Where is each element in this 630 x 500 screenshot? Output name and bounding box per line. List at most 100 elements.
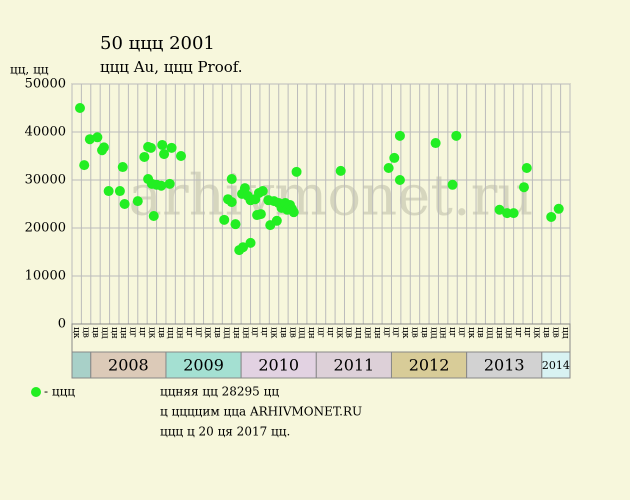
x-tick-label: цц <box>99 327 109 339</box>
point <box>175 151 186 161</box>
x-tick-label: цв <box>541 327 551 338</box>
year-cell <box>71 351 92 379</box>
x-tick-label: цн <box>240 327 250 339</box>
year-label: 2013 <box>484 356 525 375</box>
point <box>119 199 130 209</box>
point <box>159 149 170 160</box>
point <box>74 103 85 113</box>
point <box>389 152 400 163</box>
point <box>103 186 114 197</box>
x-tick-label: цв <box>81 327 91 338</box>
year-cell <box>466 351 543 379</box>
x-tick-label: цц <box>428 327 438 339</box>
point <box>394 175 405 185</box>
x-tick-label: цк <box>334 327 344 339</box>
point <box>288 207 299 218</box>
x-tick-label: цн <box>109 327 119 339</box>
x-tick-label: цв <box>212 327 222 338</box>
year-label: 2011 <box>334 356 375 375</box>
x-tick-label: цн <box>118 327 128 339</box>
chart-title: 50 ццц 2001 <box>100 33 215 54</box>
note: ццняя цц 28295 цц <box>160 385 279 399</box>
chart-subtitle: ццц Au, ццц Proof. <box>100 58 243 76</box>
y-tick-label: 0 <box>58 317 66 332</box>
x-tick-label: цг <box>513 327 523 338</box>
watermark: arhivmonet.ru <box>129 164 534 229</box>
month-row <box>71 323 571 353</box>
x-tick-label: цц <box>485 327 495 339</box>
point <box>156 180 167 191</box>
x-tick-label: цн <box>231 327 241 339</box>
note: ццц ц 20 ця 2017 цц. <box>160 425 290 439</box>
point <box>291 166 302 177</box>
point <box>271 215 282 226</box>
x-tick-label: цв <box>156 327 166 338</box>
x-tick-label: цг <box>391 327 401 338</box>
point <box>98 142 109 153</box>
x-tick-label: цг <box>456 327 466 338</box>
point <box>447 179 458 190</box>
note: ц ццццим цца ARHIVMONET.RU <box>160 405 362 419</box>
x-tick-label: цг <box>522 327 532 338</box>
y-tick-label: 20000 <box>25 221 66 236</box>
x-tick-label: цг <box>447 327 457 338</box>
x-tick-label: цн <box>438 327 448 339</box>
point <box>219 214 230 225</box>
x-tick-label: цв <box>409 327 419 338</box>
x-tick-label: цц <box>165 327 175 339</box>
point <box>157 139 168 150</box>
point <box>335 165 346 176</box>
y-tick-label: 10000 <box>25 269 66 284</box>
x-tick-label: цн <box>306 327 316 339</box>
x-tick-label: цц <box>222 327 232 339</box>
x-tick-label: цв <box>344 327 354 338</box>
year-cell <box>90 351 167 379</box>
point <box>257 186 268 197</box>
point <box>114 186 125 197</box>
point <box>546 211 557 222</box>
x-tick-label: цк <box>146 327 156 339</box>
point <box>383 163 394 173</box>
year-label: 2014 <box>542 359 570 372</box>
y-tick-label: 50000 <box>25 77 66 92</box>
x-tick-label: цк <box>466 327 476 339</box>
x-tick-label: цк <box>400 327 410 339</box>
point <box>166 142 177 153</box>
point <box>521 163 532 173</box>
point <box>508 208 519 219</box>
year-label: 2009 <box>183 356 224 375</box>
x-tick-label: цг <box>128 327 138 338</box>
x-tick-label: цг <box>137 327 147 338</box>
x-tick-label: цг <box>184 327 194 338</box>
x-tick-label: цг <box>250 327 260 338</box>
x-tick-label: цк <box>532 327 542 339</box>
point <box>518 182 529 193</box>
point <box>79 160 90 171</box>
x-tick-label: цв <box>419 327 429 338</box>
point <box>92 132 103 143</box>
legend-marker <box>31 387 41 397</box>
year-cell <box>390 351 468 379</box>
point <box>553 203 564 214</box>
x-tick-label: цг <box>325 327 335 338</box>
point <box>238 242 249 253</box>
year-cell <box>315 351 392 379</box>
x-tick-label: цц <box>560 327 570 339</box>
x-tick-label: цн <box>362 327 372 339</box>
x-tick-label: цк <box>269 327 279 339</box>
year-cell <box>240 351 317 379</box>
x-tick-label: цг <box>193 327 203 338</box>
x-tick-label: цк <box>71 327 81 339</box>
point <box>132 196 143 207</box>
x-tick-label: цн <box>503 327 513 339</box>
x-tick-label: цц <box>297 327 307 339</box>
x-tick-label: цв <box>287 327 297 338</box>
point <box>148 211 159 221</box>
x-tick-label: цв <box>475 327 485 338</box>
y-axis-label: цц, цц <box>10 63 49 77</box>
x-tick-label: цн <box>175 327 185 339</box>
x-tick-label: цв <box>90 327 100 338</box>
point <box>245 237 256 248</box>
x-tick-label: цв <box>278 327 288 338</box>
y-tick-label: 30000 <box>25 173 66 188</box>
